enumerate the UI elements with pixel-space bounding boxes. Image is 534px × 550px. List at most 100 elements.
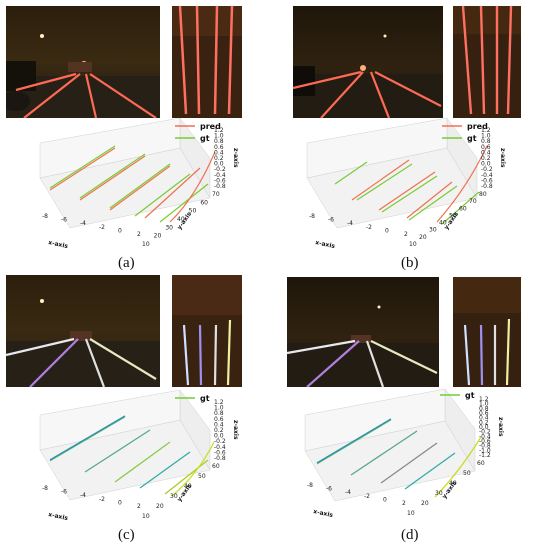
y-tick-label: 60 (200, 199, 208, 206)
y-tick-label: 10 (409, 241, 417, 248)
y-tick-label: 10 (142, 241, 150, 248)
z-tick-label: -0.2 (214, 166, 226, 173)
y-tick-label: 10 (407, 510, 415, 517)
gt-lane (159, 183, 209, 223)
z-tick-label: 0.6 (481, 144, 491, 151)
panel-d: gt -8 -6 -4 -2 0 2 x-axis 10 20 30 40 50 60 y-axis 1.2… (267, 275, 534, 550)
z-tick-label: 0.0 (214, 433, 224, 440)
x-tick-label: -4 (80, 492, 86, 499)
top-view-photo (453, 6, 521, 118)
legend: pred gt (175, 122, 221, 143)
legend-gt-label: gt (465, 391, 475, 400)
z-tick-label: 0.4 (479, 415, 489, 422)
x-tick-label: -4 (345, 489, 351, 496)
z-tick-label: 0.0 (481, 161, 491, 168)
y-tick-label: 20 (419, 234, 427, 241)
y-tick-label: 40 (184, 483, 192, 490)
x-tick-label: -2 (366, 224, 372, 231)
z-tick-label: 1.2 (479, 396, 489, 403)
y-axis-label: y-axis (176, 482, 193, 503)
plot-grid (39, 118, 211, 229)
legend: pred gt (442, 122, 488, 143)
y-tick-label: 60 (212, 463, 220, 470)
x-tick-label: -6 (328, 217, 334, 224)
z-tick-label: -0.2 (479, 429, 491, 436)
gt-lane (114, 441, 171, 483)
lane-lines (316, 418, 482, 498)
gt-lane (316, 419, 392, 465)
z-tick-label: 0.2 (481, 155, 491, 162)
x-tick-label: 2 (137, 503, 141, 510)
gt-lane (84, 429, 151, 473)
z-axis-label: z-axis (497, 417, 504, 437)
pred-lane (109, 165, 171, 211)
y-tick-label: 30 (435, 490, 443, 497)
legend-gt-label: gt (200, 394, 210, 403)
z-tick-label: -1.2 (479, 452, 491, 459)
pred-lane (351, 159, 410, 201)
legend: gt (440, 391, 475, 400)
y-tick-label: 70 (469, 198, 477, 205)
x-tick-label: 0 (385, 227, 389, 234)
panel-b: pred gt -8 -6 -4 -2 0 2 x-axis 10 20 30 40 50 60 70 80 y… (267, 0, 534, 275)
z-tick-label: -1.0 (479, 447, 491, 454)
lane-lines (49, 415, 215, 497)
x-tick-label: 2 (402, 500, 406, 507)
x-tick-label: 2 (137, 231, 141, 238)
z-tick-label: -0.6 (214, 449, 226, 456)
z-tick-label: -0.4 (214, 444, 226, 451)
legend-gt-label: gt (200, 134, 210, 143)
z-tick-label: 1.2 (214, 399, 224, 406)
x-tick-label: 0 (118, 227, 122, 234)
y-tick-label: 30 (165, 224, 173, 231)
z-tick-label: 0.2 (214, 155, 224, 162)
z-tick-label: 0.4 (214, 149, 224, 156)
legend: gt (175, 394, 210, 403)
lane-3d-plot: pred gt -8 -6 -4 -2 0 2 x-axis 10 20 30 40 50 60 70 y-a… (30, 118, 240, 253)
gt-lane (109, 163, 171, 209)
x-axis-label: x-axis (313, 508, 334, 519)
x-tick-label: 2 (404, 231, 408, 238)
z-tick-label: -0.4 (214, 172, 226, 179)
gt-lane (441, 191, 480, 225)
z-tick-label: -0.2 (214, 438, 226, 445)
z-tick-label: 0.8 (479, 405, 489, 412)
front-camera-photo (293, 6, 443, 118)
pred-lane (378, 171, 436, 211)
x-tick-label: -4 (80, 220, 86, 227)
z-tick-label: 0.0 (479, 424, 489, 431)
y-tick-label: 40 (449, 480, 457, 487)
z-tick-label: 0.4 (214, 421, 224, 428)
x-tick-label: -8 (307, 482, 313, 489)
x-axis-label: x-axis (48, 239, 69, 250)
pred-lane (144, 167, 201, 219)
gt-lane (164, 459, 209, 495)
pred-lane (169, 151, 216, 223)
panel-caption: (d) (401, 527, 419, 543)
z-tick-label: 0.8 (214, 410, 224, 417)
x-tick-label: -6 (326, 486, 332, 493)
gt-lane (49, 416, 126, 462)
top-view-photo (172, 275, 242, 387)
gt-lane (380, 442, 438, 484)
x-axis-label: x-axis (315, 239, 336, 250)
legend-pred-label: pred (200, 122, 221, 131)
lane-3d-plot: pred gt -8 -6 -4 -2 0 2 x-axis 10 20 30 40 50 60 70 80 y… (297, 118, 512, 253)
x-tick-label: -6 (61, 217, 67, 224)
top-view-photo (172, 6, 242, 118)
z-axis-label: z-axis (232, 148, 239, 168)
pred-lane (49, 147, 116, 191)
panel-caption: (c) (118, 527, 135, 543)
gt-lane (404, 452, 456, 490)
x-tick-label: -4 (347, 220, 353, 227)
y-tick-label: 10 (142, 513, 150, 520)
panel-caption: (a) (118, 255, 135, 271)
gt-lane (434, 436, 482, 498)
z-tick-label: -0.8 (479, 443, 491, 450)
z-tick-label: -0.6 (479, 438, 491, 445)
y-tick-label: 40 (177, 216, 185, 223)
z-tick-label: 0.2 (214, 427, 224, 434)
z-tick-label: 0.6 (214, 416, 224, 423)
z-tick-label: -0.4 (481, 172, 493, 179)
lane-lines (49, 145, 216, 223)
